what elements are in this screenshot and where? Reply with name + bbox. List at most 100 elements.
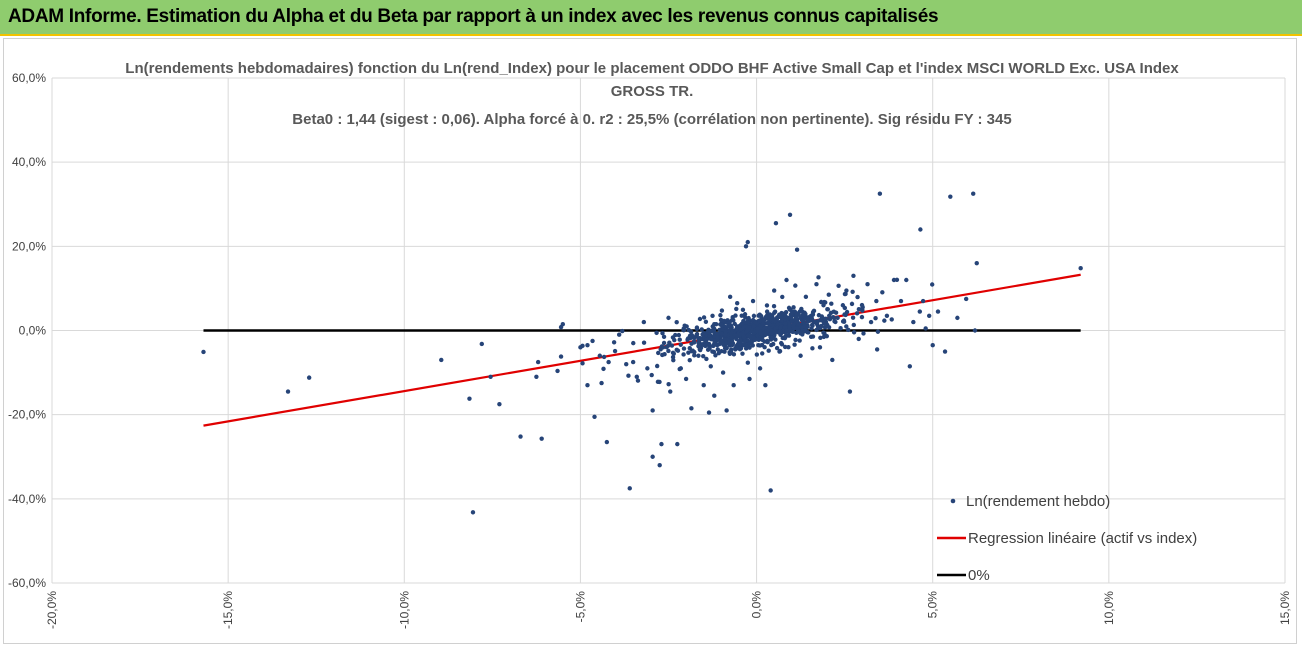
data-point xyxy=(734,306,739,312)
data-point xyxy=(868,319,874,325)
data-point xyxy=(810,346,815,351)
data-point xyxy=(742,312,748,317)
y-tick-label: 20,0% xyxy=(12,239,46,253)
chart-title-line-3: Beta0 : 1,44 (sigest : 0,06). Alpha forc… xyxy=(292,111,1011,128)
data-point xyxy=(817,345,823,350)
data-point xyxy=(729,335,734,340)
data-point xyxy=(777,330,782,335)
data-point xyxy=(724,408,729,413)
data-point xyxy=(765,328,771,334)
data-point xyxy=(773,220,779,226)
data-point xyxy=(814,327,819,333)
data-point xyxy=(847,389,853,394)
chart-title-line-1: Ln(rendements hebdomadaires) fonction du… xyxy=(125,60,1179,77)
data-point xyxy=(711,342,717,347)
data-point xyxy=(659,441,664,447)
data-point xyxy=(678,342,683,347)
data-point xyxy=(926,313,932,318)
data-point xyxy=(641,340,647,345)
data-point xyxy=(738,346,744,351)
data-point xyxy=(795,321,801,326)
data-point xyxy=(616,332,622,337)
data-point xyxy=(701,383,706,388)
data-point xyxy=(831,315,836,320)
data-point xyxy=(677,337,682,342)
data-point xyxy=(838,325,843,331)
data-point xyxy=(963,296,969,302)
data-point xyxy=(786,344,791,350)
data-point xyxy=(560,321,566,327)
data-point xyxy=(743,346,749,351)
data-point xyxy=(760,351,765,356)
data-point xyxy=(631,340,636,346)
data-point xyxy=(719,308,725,313)
data-point xyxy=(833,319,838,325)
data-point xyxy=(823,316,828,322)
data-point xyxy=(534,374,539,379)
data-point xyxy=(719,338,724,343)
data-point xyxy=(706,410,712,415)
data-point xyxy=(734,300,740,306)
data-point xyxy=(285,389,291,394)
data-point xyxy=(733,347,738,352)
data-point xyxy=(810,309,816,315)
data-point xyxy=(467,396,472,401)
data-point xyxy=(715,335,720,341)
data-point xyxy=(777,348,783,354)
data-point xyxy=(842,305,848,311)
legend-marker-scatter xyxy=(950,498,956,504)
data-point xyxy=(851,322,857,328)
data-point xyxy=(782,334,788,340)
data-point xyxy=(666,348,671,354)
data-point xyxy=(877,191,883,196)
data-point xyxy=(497,401,502,407)
data-point xyxy=(669,343,675,348)
data-point xyxy=(729,327,735,333)
data-point xyxy=(774,345,780,351)
data-point xyxy=(775,321,781,327)
data-point xyxy=(955,315,960,321)
data-point xyxy=(764,309,770,314)
data-point xyxy=(972,328,978,333)
data-point xyxy=(767,322,772,327)
data-point xyxy=(809,322,815,328)
data-point xyxy=(439,357,444,363)
data-point xyxy=(750,298,756,304)
data-point xyxy=(762,345,767,350)
data-point xyxy=(880,290,885,295)
data-point xyxy=(689,341,694,346)
data-point xyxy=(592,414,597,419)
data-point xyxy=(675,441,680,447)
data-point xyxy=(904,277,909,283)
data-point xyxy=(670,350,676,355)
data-point xyxy=(738,327,744,332)
data-point xyxy=(784,328,789,333)
x-tick-label: -10,0% xyxy=(397,591,411,629)
chart-legend: Ln(rendement hebdo) Regression linéaire … xyxy=(937,493,1197,584)
data-point xyxy=(767,312,773,317)
data-point xyxy=(789,318,795,324)
data-point xyxy=(580,343,585,349)
data-point xyxy=(634,374,639,379)
data-point xyxy=(894,277,900,282)
x-axis-ticks: -20,0% -15,0% -10,0% -5,0% 0,0% 5,0% 10,0% 15,0… xyxy=(45,591,1292,629)
data-point xyxy=(739,313,744,318)
data-point xyxy=(624,361,629,367)
data-point xyxy=(742,338,748,344)
data-point xyxy=(780,294,785,300)
data-point xyxy=(920,298,926,304)
data-point xyxy=(771,318,776,323)
data-point xyxy=(696,337,701,342)
data-point xyxy=(677,366,682,372)
data-point xyxy=(831,309,837,314)
data-point xyxy=(731,383,736,388)
data-point xyxy=(201,349,206,355)
data-point xyxy=(707,343,712,348)
data-point xyxy=(627,486,632,491)
data-point xyxy=(813,319,818,324)
data-point xyxy=(479,341,484,347)
data-point xyxy=(875,329,881,334)
data-point xyxy=(713,353,718,358)
data-point xyxy=(882,318,887,323)
data-point xyxy=(740,351,745,356)
